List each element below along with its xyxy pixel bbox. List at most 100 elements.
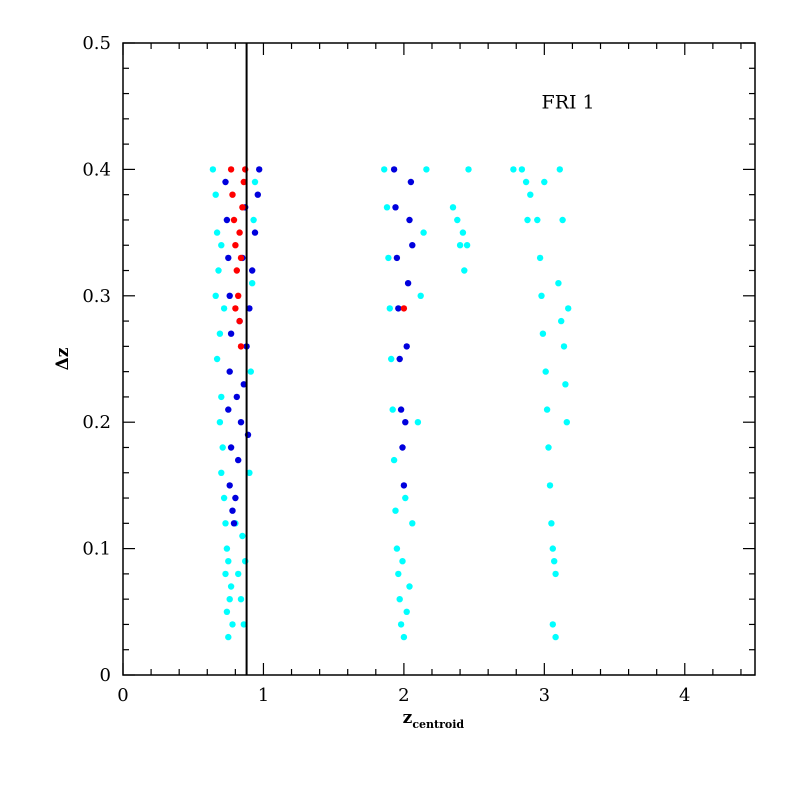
data-point-s1-5: [226, 368, 233, 375]
data-point-s0-48: [406, 583, 413, 590]
data-point-s0-10: [218, 469, 225, 476]
data-point-s0-65: [522, 178, 530, 186]
data-point-s0-34: [381, 166, 388, 173]
data-point-s2-4: [233, 267, 240, 274]
y-tick-label: 0.5: [82, 33, 111, 54]
annotation-label: FRI 1: [542, 92, 595, 114]
data-point-s0-39: [389, 406, 396, 413]
data-point-s1-0: [222, 178, 229, 186]
data-point-s0-68: [534, 216, 541, 224]
data-point-s1-29: [395, 305, 402, 312]
data-point-s1-18: [251, 229, 259, 236]
data-point-s1-3: [226, 292, 233, 299]
data-point-s0-43: [395, 570, 402, 578]
data-point-s1-34: [402, 419, 409, 426]
data-point-s0-72: [541, 178, 548, 186]
data-point-s1-8: [226, 482, 233, 489]
data-point-s0-28: [250, 216, 257, 224]
data-point-s0-9: [219, 444, 226, 451]
data-point-s0-14: [225, 558, 232, 565]
x-tick-label: 2: [398, 685, 409, 706]
data-point-s1-28: [393, 254, 401, 262]
data-point-s0-24: [240, 621, 247, 628]
data-point-s0-7: [218, 393, 225, 401]
data-point-s1-20: [256, 166, 263, 173]
data-point-s1-21: [233, 393, 240, 401]
data-point-s2-3: [232, 242, 239, 249]
data-point-s0-13: [223, 545, 231, 552]
axis-tick-labels: 0 1 2 3 4 0 0.1 0.2 0.3 0.4 0.5: [82, 33, 690, 706]
data-point-s0-76: [546, 482, 554, 489]
data-point-s1-9: [229, 507, 236, 514]
data-point-s0-2: [213, 229, 221, 236]
data-point-s0-86: [562, 381, 569, 388]
data-point-s0-90: [556, 166, 563, 173]
data-point-s0-42: [393, 545, 401, 552]
data-point-s0-37: [386, 305, 393, 312]
data-point-s0-0: [209, 166, 217, 173]
x-tick-label: 3: [539, 685, 550, 706]
data-point-s0-60: [461, 267, 468, 274]
y-tick-label: 0.3: [82, 286, 111, 307]
data-point-s1-2: [225, 254, 232, 262]
data-point-s1-12: [235, 456, 242, 464]
data-point-s0-44: [396, 596, 403, 603]
data-point-s0-89: [559, 216, 566, 224]
points-layer: [209, 166, 572, 641]
data-point-s1-33: [400, 482, 408, 489]
data-point-s0-49: [409, 520, 416, 527]
data-point-s0-83: [555, 280, 562, 287]
data-point-s0-21: [239, 532, 246, 540]
data-point-s1-10: [230, 520, 238, 527]
y-tick-label: 0: [100, 665, 111, 686]
data-point-s0-62: [465, 166, 472, 173]
data-point-s0-53: [423, 166, 430, 173]
data-point-s0-73: [542, 368, 549, 375]
data-point-s0-17: [226, 596, 233, 603]
data-point-s1-7: [227, 444, 235, 451]
data-point-s0-66: [524, 216, 531, 224]
data-point-s1-14: [240, 381, 247, 388]
data-point-s1-27: [392, 204, 399, 211]
data-point-s0-45: [397, 621, 405, 628]
data-point-s0-29: [251, 178, 259, 186]
y-tick-label: 0.4: [82, 159, 111, 180]
data-point-s0-85: [560, 343, 568, 350]
x-tick-label: 0: [117, 685, 128, 706]
data-point-s0-3: [215, 267, 222, 274]
data-point-s0-18: [223, 608, 231, 615]
plot-frame: [122, 42, 756, 676]
data-point-s1-26: [390, 166, 398, 173]
data-point-s0-82: [552, 633, 559, 641]
data-point-s0-75: [545, 444, 552, 451]
data-point-s0-54: [399, 558, 406, 565]
data-point-s0-74: [543, 406, 551, 413]
data-point-s0-19: [229, 621, 236, 628]
data-point-s1-39: [409, 242, 416, 249]
data-point-s0-78: [549, 545, 556, 552]
data-point-s0-25: [246, 469, 253, 476]
data-point-s0-61: [463, 242, 471, 249]
x-axis-label-main: z: [403, 708, 413, 728]
data-point-s0-12: [222, 520, 229, 527]
data-point-s2-14: [400, 305, 408, 312]
data-point-s0-33: [220, 305, 228, 312]
data-point-s1-1: [223, 216, 231, 224]
y-tick-label: 0.2: [82, 412, 111, 433]
data-point-s0-69: [536, 254, 544, 262]
data-point-s0-55: [402, 494, 409, 502]
data-point-s0-32: [218, 242, 225, 249]
data-point-s0-31: [235, 570, 242, 578]
y-tick-label: 0.1: [82, 539, 111, 560]
data-point-s1-17: [249, 267, 256, 274]
data-point-s1-37: [406, 216, 413, 224]
data-point-s0-15: [222, 570, 229, 578]
data-point-s1-31: [397, 406, 405, 413]
data-point-s0-63: [510, 166, 517, 173]
data-point-s1-32: [399, 444, 406, 451]
data-point-s2-0: [227, 166, 235, 173]
data-point-s0-1: [212, 191, 219, 198]
axis-ticks: [122, 42, 755, 676]
data-point-s0-64: [518, 166, 526, 173]
data-point-s2-13: [232, 305, 239, 312]
